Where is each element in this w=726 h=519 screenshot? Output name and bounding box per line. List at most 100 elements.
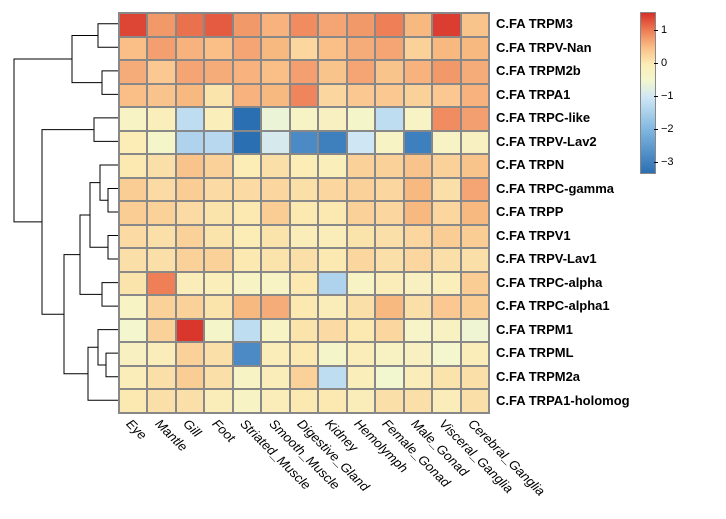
row-label: C.FA TRPM3	[496, 12, 630, 36]
heatmap-cell	[119, 60, 147, 84]
heatmap-cell	[375, 13, 403, 37]
heatmap-cell	[233, 131, 261, 155]
dendro-branch	[94, 118, 118, 142]
heatmap-cell	[347, 178, 375, 202]
row-label: C.FA TRPM2b	[496, 59, 630, 83]
heatmap-cell	[119, 131, 147, 155]
heatmap-cell	[375, 131, 403, 155]
heatmap-cell	[404, 60, 432, 84]
heatmap-cell	[119, 319, 147, 343]
heatmap-cell	[432, 366, 460, 390]
heatmap-cell	[461, 154, 489, 178]
heatmap-cell	[461, 389, 489, 413]
heatmap-cell	[347, 107, 375, 131]
heatmap-cell	[375, 107, 403, 131]
heatmap-cell	[204, 13, 232, 37]
heatmap-cell	[233, 272, 261, 296]
dendro-branch	[102, 71, 118, 95]
heatmap-cell	[119, 201, 147, 225]
heatmap-cell	[347, 13, 375, 37]
heatmap-cell	[404, 319, 432, 343]
heatmap-cell	[290, 342, 318, 366]
heatmap-cell	[347, 366, 375, 390]
heatmap-cell	[261, 319, 289, 343]
heatmap-cell	[233, 60, 261, 84]
heatmap-cell	[432, 248, 460, 272]
heatmap-cell	[261, 107, 289, 131]
heatmap-cell	[318, 154, 346, 178]
heatmap-cell	[318, 342, 346, 366]
col-label: Eye	[124, 416, 150, 442]
heatmap-cell	[176, 319, 204, 343]
heatmap-cell	[318, 60, 346, 84]
heatmap-cell	[375, 319, 403, 343]
heatmap-cell	[147, 13, 175, 37]
heatmap-cell	[176, 366, 204, 390]
heatmap-cell	[404, 84, 432, 108]
heatmap-cell	[290, 131, 318, 155]
dendro-branch	[102, 283, 118, 307]
heatmap-cell	[261, 248, 289, 272]
row-label: C.FA TRPV1	[496, 224, 630, 248]
heatmap-cell	[347, 37, 375, 61]
heatmap-cell	[261, 225, 289, 249]
heatmap-cell	[347, 389, 375, 413]
heatmap-cell	[404, 154, 432, 178]
heatmap-cell	[147, 178, 175, 202]
heatmap-cell	[176, 60, 204, 84]
heatmap-cell	[147, 342, 175, 366]
heatmap-cell	[119, 225, 147, 249]
heatmap-cell	[204, 389, 232, 413]
heatmap-cell	[147, 248, 175, 272]
heatmap-cell	[404, 272, 432, 296]
heatmap-cell	[461, 60, 489, 84]
heatmap-cell	[233, 319, 261, 343]
heatmap-cell	[318, 248, 346, 272]
heatmap-cell	[347, 342, 375, 366]
row-label: C.FA TRPM2a	[496, 365, 630, 389]
heatmap-cell	[461, 319, 489, 343]
heatmap-cell	[461, 342, 489, 366]
heatmap-cell	[290, 366, 318, 390]
heatmap-cell	[119, 154, 147, 178]
heatmap-cell	[432, 13, 460, 37]
heatmap-cell	[318, 13, 346, 37]
heatmap-cell	[290, 84, 318, 108]
heatmap-cell	[461, 272, 489, 296]
heatmap-cell	[176, 131, 204, 155]
heatmap-cell	[119, 13, 147, 37]
heatmap-cell	[233, 295, 261, 319]
heatmap-cell	[432, 37, 460, 61]
dendro-branch	[106, 353, 118, 377]
heatmap-cell	[261, 84, 289, 108]
heatmap-cell	[204, 225, 232, 249]
heatmap-cell	[432, 60, 460, 84]
col-label: Foot	[209, 416, 238, 445]
heatmap-cell	[204, 295, 232, 319]
row-label: C.FA TRPA1-holomog	[496, 388, 630, 412]
heatmap-cell	[375, 60, 403, 84]
heatmap-grid	[118, 12, 490, 414]
heatmap-cell	[290, 107, 318, 131]
heatmap-cell	[432, 342, 460, 366]
row-labels: C.FA TRPM3C.FA TRPV-NanC.FA TRPM2b C.FA T…	[496, 12, 630, 412]
heatmap-cell	[375, 154, 403, 178]
heatmap-cell	[204, 178, 232, 202]
heatmap-cell	[147, 84, 175, 108]
heatmap-cell	[404, 248, 432, 272]
heatmap-cell	[176, 272, 204, 296]
heatmap-cell	[261, 295, 289, 319]
heatmap-cell	[204, 319, 232, 343]
heatmap-cell	[233, 225, 261, 249]
heatmap-cell	[261, 60, 289, 84]
row-label: C.FA TRPV-Nan	[496, 36, 630, 60]
heatmap-cell	[432, 131, 460, 155]
heatmap-cell	[119, 389, 147, 413]
dendro-branch	[98, 24, 118, 48]
dendro-branch	[108, 188, 118, 212]
heatmap-cell	[176, 37, 204, 61]
heatmap-cell	[461, 248, 489, 272]
heatmap-cell	[375, 201, 403, 225]
heatmap-cell	[290, 272, 318, 296]
heatmap-cell	[461, 107, 489, 131]
